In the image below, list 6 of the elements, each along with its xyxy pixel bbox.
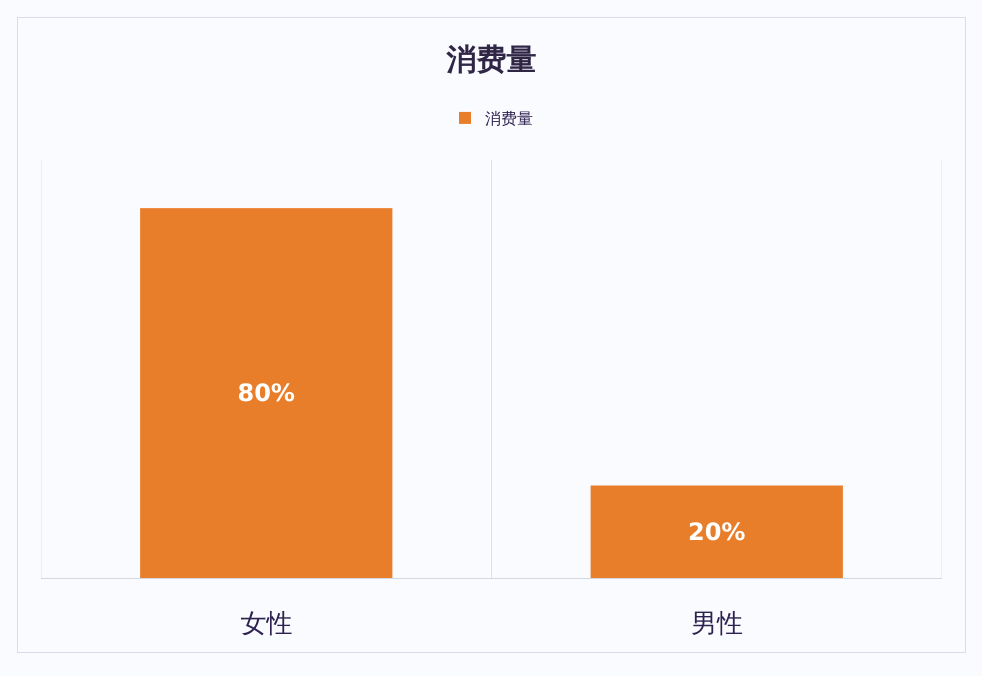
legend-label: 消费量: [485, 109, 533, 128]
data-label: 20%: [688, 518, 746, 546]
data-label: 80%: [238, 379, 295, 408]
x-tick-label: 男性: [690, 609, 743, 640]
x-tick-label: 女性: [240, 609, 292, 640]
chart-title: 消费量: [446, 42, 536, 78]
